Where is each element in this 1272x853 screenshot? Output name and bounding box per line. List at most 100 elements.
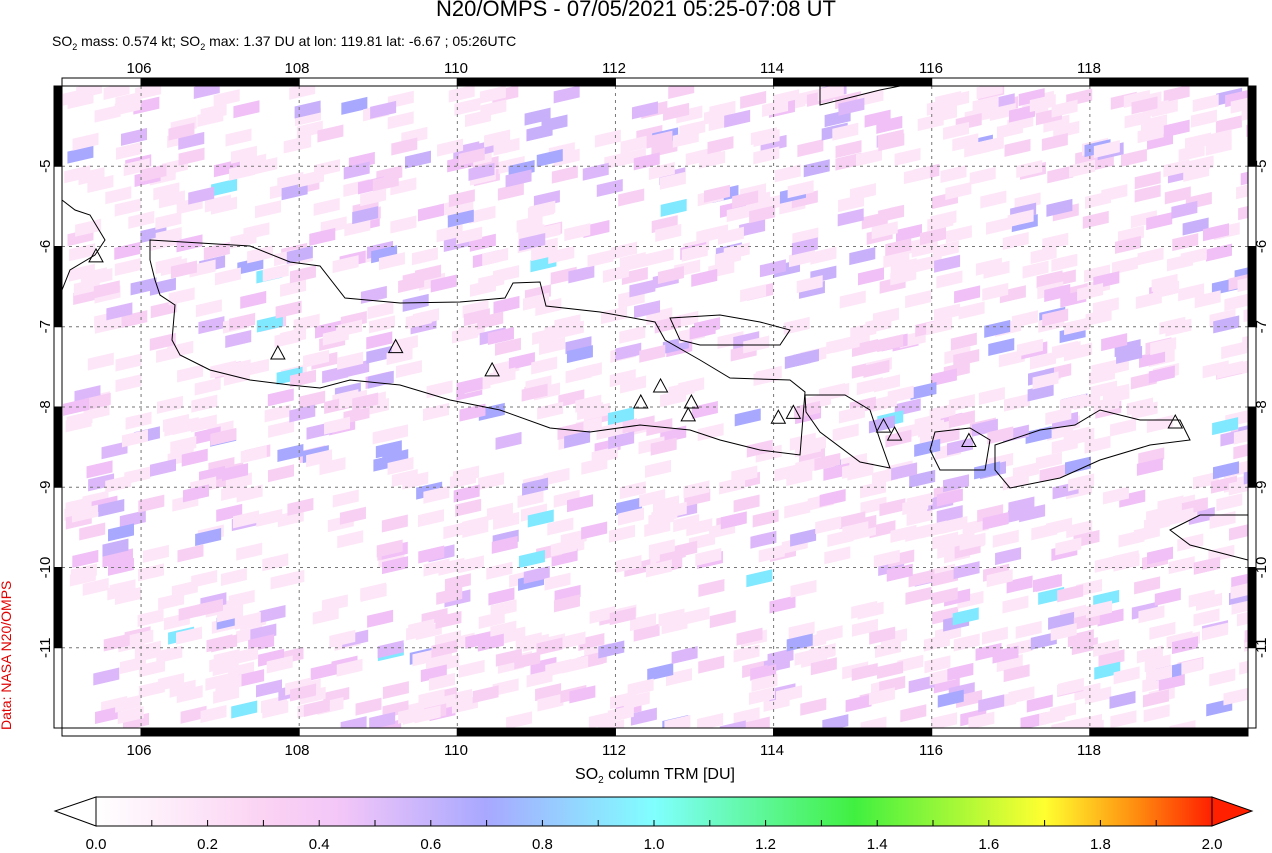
so2-pixel (908, 675, 935, 694)
so2-pixel (1002, 231, 1029, 250)
so2-pixel (983, 260, 1010, 279)
so2-pixel (478, 611, 505, 630)
so2-pixel (1212, 417, 1239, 436)
so2-pixel (936, 505, 963, 524)
so2-pixel (156, 395, 183, 414)
so2-pixel (620, 375, 647, 394)
so2-pixel (309, 227, 336, 246)
so2-pixel (995, 547, 1022, 566)
so2-pixel (115, 353, 142, 372)
so2-pixel (832, 423, 859, 442)
so2-pixel (1101, 333, 1128, 352)
so2-pixel (391, 137, 418, 156)
so2-pixel (489, 367, 516, 386)
so2-pixel (1134, 171, 1161, 190)
so2-pixel (267, 464, 294, 483)
so2-pixel (411, 247, 438, 266)
so2-pixel (672, 129, 699, 148)
so2-pixel (1012, 462, 1039, 481)
so2-pixel (1065, 456, 1092, 475)
so2-pixel (1228, 524, 1248, 541)
so2-pixel (458, 659, 485, 678)
so2-pixel (683, 480, 710, 499)
gridlines (62, 86, 1248, 728)
frame-segment (140, 77, 300, 87)
colorbar-tick-label: 0.8 (532, 836, 553, 853)
so2-pixel (937, 689, 964, 708)
frame-segment (1247, 85, 1257, 167)
so2-pixel (1224, 293, 1248, 312)
so2-pixel (313, 197, 340, 216)
so2-pixel (740, 284, 767, 303)
so2-pixel (1064, 317, 1091, 336)
so2-pixel (1093, 395, 1120, 414)
so2-pixel (851, 662, 878, 681)
so2-pixel (423, 485, 450, 504)
so2-pixel (418, 689, 445, 708)
so2-pixel (1134, 184, 1161, 203)
so2-pixel (213, 89, 240, 108)
frame-segment (1247, 326, 1257, 408)
so2-pixel (317, 124, 344, 143)
so2-pixel (698, 578, 725, 597)
so2-pixel (588, 710, 615, 728)
so2-pixel (105, 186, 132, 205)
so2-pixel (1051, 99, 1078, 118)
so2-pixel (824, 546, 851, 565)
so2-pixel (156, 344, 183, 363)
so2-pixel (1084, 435, 1111, 454)
so2-pixel (195, 527, 222, 546)
so2-pixel (177, 364, 204, 383)
so2-pixel (553, 86, 580, 104)
volcanoes (88, 247, 1184, 448)
so2-pixel (856, 148, 883, 167)
so2-pixel (639, 344, 666, 363)
so2-pixel (1267, 674, 1272, 692)
so2-pixel (958, 301, 985, 320)
frame-segment (53, 486, 63, 568)
so2-pixel (248, 634, 275, 653)
so2-pixel (298, 169, 324, 188)
borneo-coastline (819, 86, 901, 106)
colorbar-tick-label: 1.8 (1090, 836, 1111, 853)
frame-segment (1247, 647, 1257, 729)
so2-pixel (103, 633, 130, 652)
so2-pixel (120, 127, 147, 146)
colorbar-under-arrow (53, 796, 97, 827)
so2-pixel (980, 190, 1007, 209)
so2-pixel (115, 141, 142, 160)
so2-pixel (968, 711, 995, 728)
so2-pixel (817, 86, 844, 102)
so2-pixel (193, 86, 220, 99)
so2-pixel (835, 140, 862, 159)
so2-pixel (262, 263, 289, 282)
so2-pixel (839, 290, 866, 309)
so2-pixel (1045, 407, 1072, 426)
so2-pixel (469, 278, 496, 297)
so2-pixel (1243, 471, 1248, 485)
volcano-triangle-icon (680, 406, 697, 422)
so2-pixel (198, 316, 225, 335)
so2-pixel (1266, 456, 1272, 474)
so2-pixel (553, 594, 580, 613)
so2-pixel (114, 258, 141, 277)
so2-pixel (366, 331, 393, 350)
so2-pixel (1016, 338, 1043, 357)
so2-pixel (1077, 283, 1104, 302)
so2-pixel (822, 714, 849, 728)
frame-segment (1089, 727, 1249, 737)
so2-pixel (107, 582, 134, 601)
so2-pixel (94, 315, 121, 334)
so2-pixel (774, 463, 801, 482)
lon-tick-bottom: 114 (760, 742, 784, 759)
so2-pixel (657, 266, 684, 285)
so2-pixel (395, 360, 422, 379)
so2-pixel (293, 313, 320, 332)
frame-segment (53, 647, 63, 729)
so2-pixel (275, 300, 302, 319)
so2-pixel (1151, 273, 1178, 292)
so2-pixel (1213, 315, 1240, 334)
volcano-triangle-icon (270, 344, 286, 360)
so2-pixel (178, 603, 205, 622)
